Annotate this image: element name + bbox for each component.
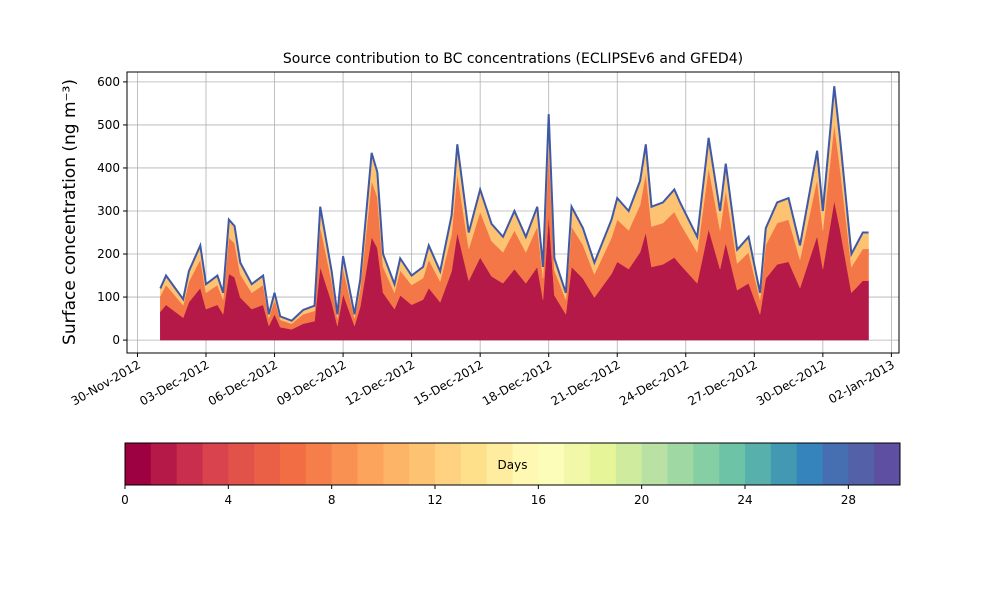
y-axis-label: Surface concentration (ng m⁻³): [60, 79, 80, 345]
colorbar-swatch: [564, 443, 591, 485]
x-tick-label: 27-Dec-2012: [686, 357, 760, 408]
colorbar-tick-label: 12: [427, 493, 442, 507]
x-tick-label: 21-Dec-2012: [548, 357, 622, 408]
colorbar-swatch: [409, 443, 436, 485]
y-tick-label: 600: [97, 75, 120, 89]
colorbar-swatch: [331, 443, 358, 485]
colorbar-swatch: [538, 443, 565, 485]
colorbar-swatch: [796, 443, 823, 485]
x-tick-label: 02-Jan-2013: [826, 357, 897, 406]
colorbar-swatch: [357, 443, 384, 485]
colorbar-swatch: [745, 443, 772, 485]
colorbar-swatch: [641, 443, 668, 485]
colorbar-swatch: [770, 443, 798, 485]
colorbar-swatch: [512, 443, 539, 485]
chart-title: Source contribution to BC concentrations…: [283, 51, 743, 67]
colorbar-swatch: [280, 443, 307, 485]
colorbar-tick-label: 20: [634, 493, 649, 507]
x-tick-label: 03-Dec-2012: [137, 357, 211, 408]
y-tick-label: 500: [97, 118, 120, 132]
colorbar-tick-label: 8: [328, 493, 336, 507]
plot-frame: [126, 71, 900, 354]
colorbar-tick-label: 0: [121, 493, 129, 507]
colorbar-tick-label: 4: [225, 493, 233, 507]
y-tick-label: 400: [97, 161, 120, 175]
colorbar-swatch: [693, 443, 720, 485]
y-tick-label: 200: [97, 247, 120, 261]
colorbar-swatch: [848, 443, 875, 485]
y-tick-label: 300: [97, 204, 120, 218]
colorbar-swatch: [719, 443, 746, 485]
colorbar-swatch: [667, 443, 694, 485]
colorbar-swatch: [590, 443, 617, 485]
colorbar-swatch: [176, 443, 203, 485]
colorbar-tick-label: 24: [737, 493, 752, 507]
colorbar-swatch: [150, 443, 178, 485]
colorbar-frame: [124, 442, 901, 486]
colorbar-swatch: [460, 443, 488, 485]
colorbar-label: Days: [498, 458, 528, 472]
colorbar-tick-label: 28: [841, 493, 856, 507]
colorbar-swatch: [125, 443, 152, 485]
x-tick-label: 24-Dec-2012: [617, 357, 691, 408]
top-edge: [159, 86, 869, 322]
y-tick-label: 0: [112, 333, 120, 347]
x-tick-label: 15-Dec-2012: [411, 357, 485, 408]
x-tick-label: 12-Dec-2012: [343, 357, 417, 408]
colorbar-swatch: [435, 443, 462, 485]
colorbar-swatch: [822, 443, 849, 485]
colorbar-swatch: [228, 443, 255, 485]
x-tick-label: 09-Dec-2012: [274, 357, 348, 408]
colorbar-swatch: [305, 443, 333, 485]
x-tick-label: 30-Nov-2012: [69, 357, 143, 408]
colorbar-swatch: [486, 443, 513, 485]
colorbar-swatch: [615, 443, 643, 485]
x-tick-label: 30-Dec-2012: [754, 357, 828, 408]
colorbar-swatch: [874, 443, 901, 485]
x-tick-label: 18-Dec-2012: [480, 357, 554, 408]
colorbar-swatch: [383, 443, 410, 485]
colorbar-swatch: [254, 443, 281, 485]
colorbar-tick-label: 16: [531, 493, 546, 507]
colorbar-swatch: [202, 443, 229, 485]
y-tick-label: 100: [97, 290, 120, 304]
x-tick-label: 06-Dec-2012: [206, 357, 280, 408]
